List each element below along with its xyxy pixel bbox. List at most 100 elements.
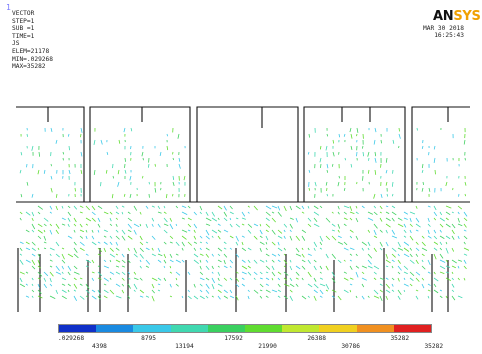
field-vector [380,193,383,199]
field-vector [277,253,281,257]
field-vector [172,181,175,186]
field-vector [199,277,205,281]
field-vector [349,259,352,262]
field-vector [403,229,407,233]
field-vector [283,259,288,265]
field-vector [331,211,334,214]
field-vector [49,229,53,235]
field-vector [385,289,391,293]
field-vector [415,205,418,209]
color-legend [58,324,432,333]
field-vector [457,217,460,223]
field-vector [151,283,155,289]
field-vector [103,241,108,245]
field-vector [91,271,95,274]
field-vector [277,241,280,246]
field-vector [121,253,125,258]
field-vector [367,229,371,233]
field-vector [211,265,214,270]
field-vector [62,151,65,155]
field-vector [193,253,199,258]
field-vector [193,229,196,233]
field-vector [433,235,438,240]
field-vector [445,265,451,268]
field-vector [247,259,251,263]
field-vector [49,259,53,262]
field-vector [115,295,122,299]
field-vector [373,229,377,236]
field-vector [175,271,181,276]
field-vector [355,265,360,269]
field-vector [145,223,148,228]
field-vector [374,151,377,157]
field-vector [211,217,218,222]
field-vector [178,163,181,169]
field-vector [115,223,118,227]
field-vector [332,151,335,157]
field-vector [439,295,443,299]
field-vector [166,133,168,137]
field-vector [145,205,149,209]
field-vector [331,289,337,293]
field-vector [451,235,455,240]
field-vector [343,259,346,262]
field-vector [97,271,103,277]
field-vector [55,265,60,271]
legend-swatch-8 [319,325,357,332]
field-vector [68,145,70,151]
field-vector [343,241,348,246]
field-vector [211,283,215,290]
field-vector [337,295,342,301]
field-vector [343,133,346,137]
field-vector [37,277,41,280]
field-vector [433,283,437,288]
field-vector [199,241,203,244]
field-vector [385,229,388,234]
field-vector [123,127,126,133]
field-vector [127,211,131,215]
field-vector [409,253,413,258]
field-vector [109,247,114,252]
field-vector [289,259,292,263]
field-vector [313,283,319,289]
field-vector [73,265,78,270]
field-vector [151,223,154,227]
field-vector [229,259,234,264]
field-vector [307,271,312,278]
field-vector [103,283,107,286]
field-vector [265,295,269,298]
field-vector [433,145,436,150]
field-vector [31,277,34,281]
field-vector [289,277,293,281]
field-vector [19,217,22,221]
field-vector [133,247,137,254]
field-vector [445,217,449,221]
field-vector [133,289,136,292]
field-vector [379,241,383,247]
field-vector [259,247,262,252]
field-vector [385,223,391,228]
field-vector [205,265,210,271]
field-vector [55,139,58,144]
field-vector [403,247,410,252]
field-vector [37,211,41,215]
field-vector [91,229,94,233]
field-vector [163,211,167,214]
field-vector [172,157,174,161]
slot-box-2 [89,106,191,202]
info-line-min: MIN=.029268 [12,55,53,63]
field-vector [445,295,448,299]
field-vector [241,271,247,275]
field-vector [31,217,34,221]
field-vector [235,223,241,228]
field-vector [43,247,47,250]
field-vector [25,271,29,274]
field-vector [361,271,365,275]
field-vector [271,271,276,277]
field-vector [133,229,137,235]
field-vector [319,265,323,270]
field-vector [380,139,382,144]
field-vector [259,235,263,239]
field-vector [127,271,131,275]
